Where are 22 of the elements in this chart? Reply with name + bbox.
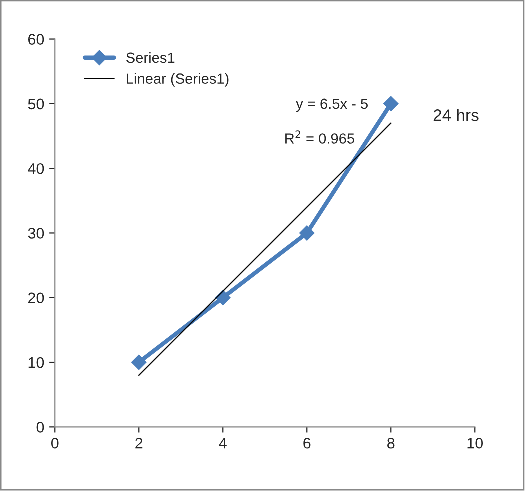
legend-label: Linear (Series1) [127,73,229,87]
annotation: 24 hrs [434,109,479,122]
y-tick-label: 10 [28,357,44,368]
annotation: R$^{2}$ = 0.965 [286,130,354,144]
x-tick-label: 10 [468,438,484,449]
annotation: y = 6.5x - 5 [296,98,368,112]
legend-label: Series1 [126,52,175,64]
x-tick-label: 2 [136,438,143,449]
point [300,226,315,241]
y-tick-label: 20 [28,292,44,304]
y-tick-label: 40 [28,163,44,174]
y-tick-label: 30 [28,228,44,239]
point [132,354,147,370]
y-tick-label: 0 [36,422,44,433]
x-tick-label: 4 [219,438,227,449]
y-tick-label: 50 [28,98,44,110]
point [216,290,231,306]
y-tick-label: 60 [28,34,44,45]
x-tick-label: 6 [304,438,311,449]
x-tick-label: 0 [51,438,59,449]
x-tick-label: 8 [388,438,395,449]
point [384,96,399,112]
